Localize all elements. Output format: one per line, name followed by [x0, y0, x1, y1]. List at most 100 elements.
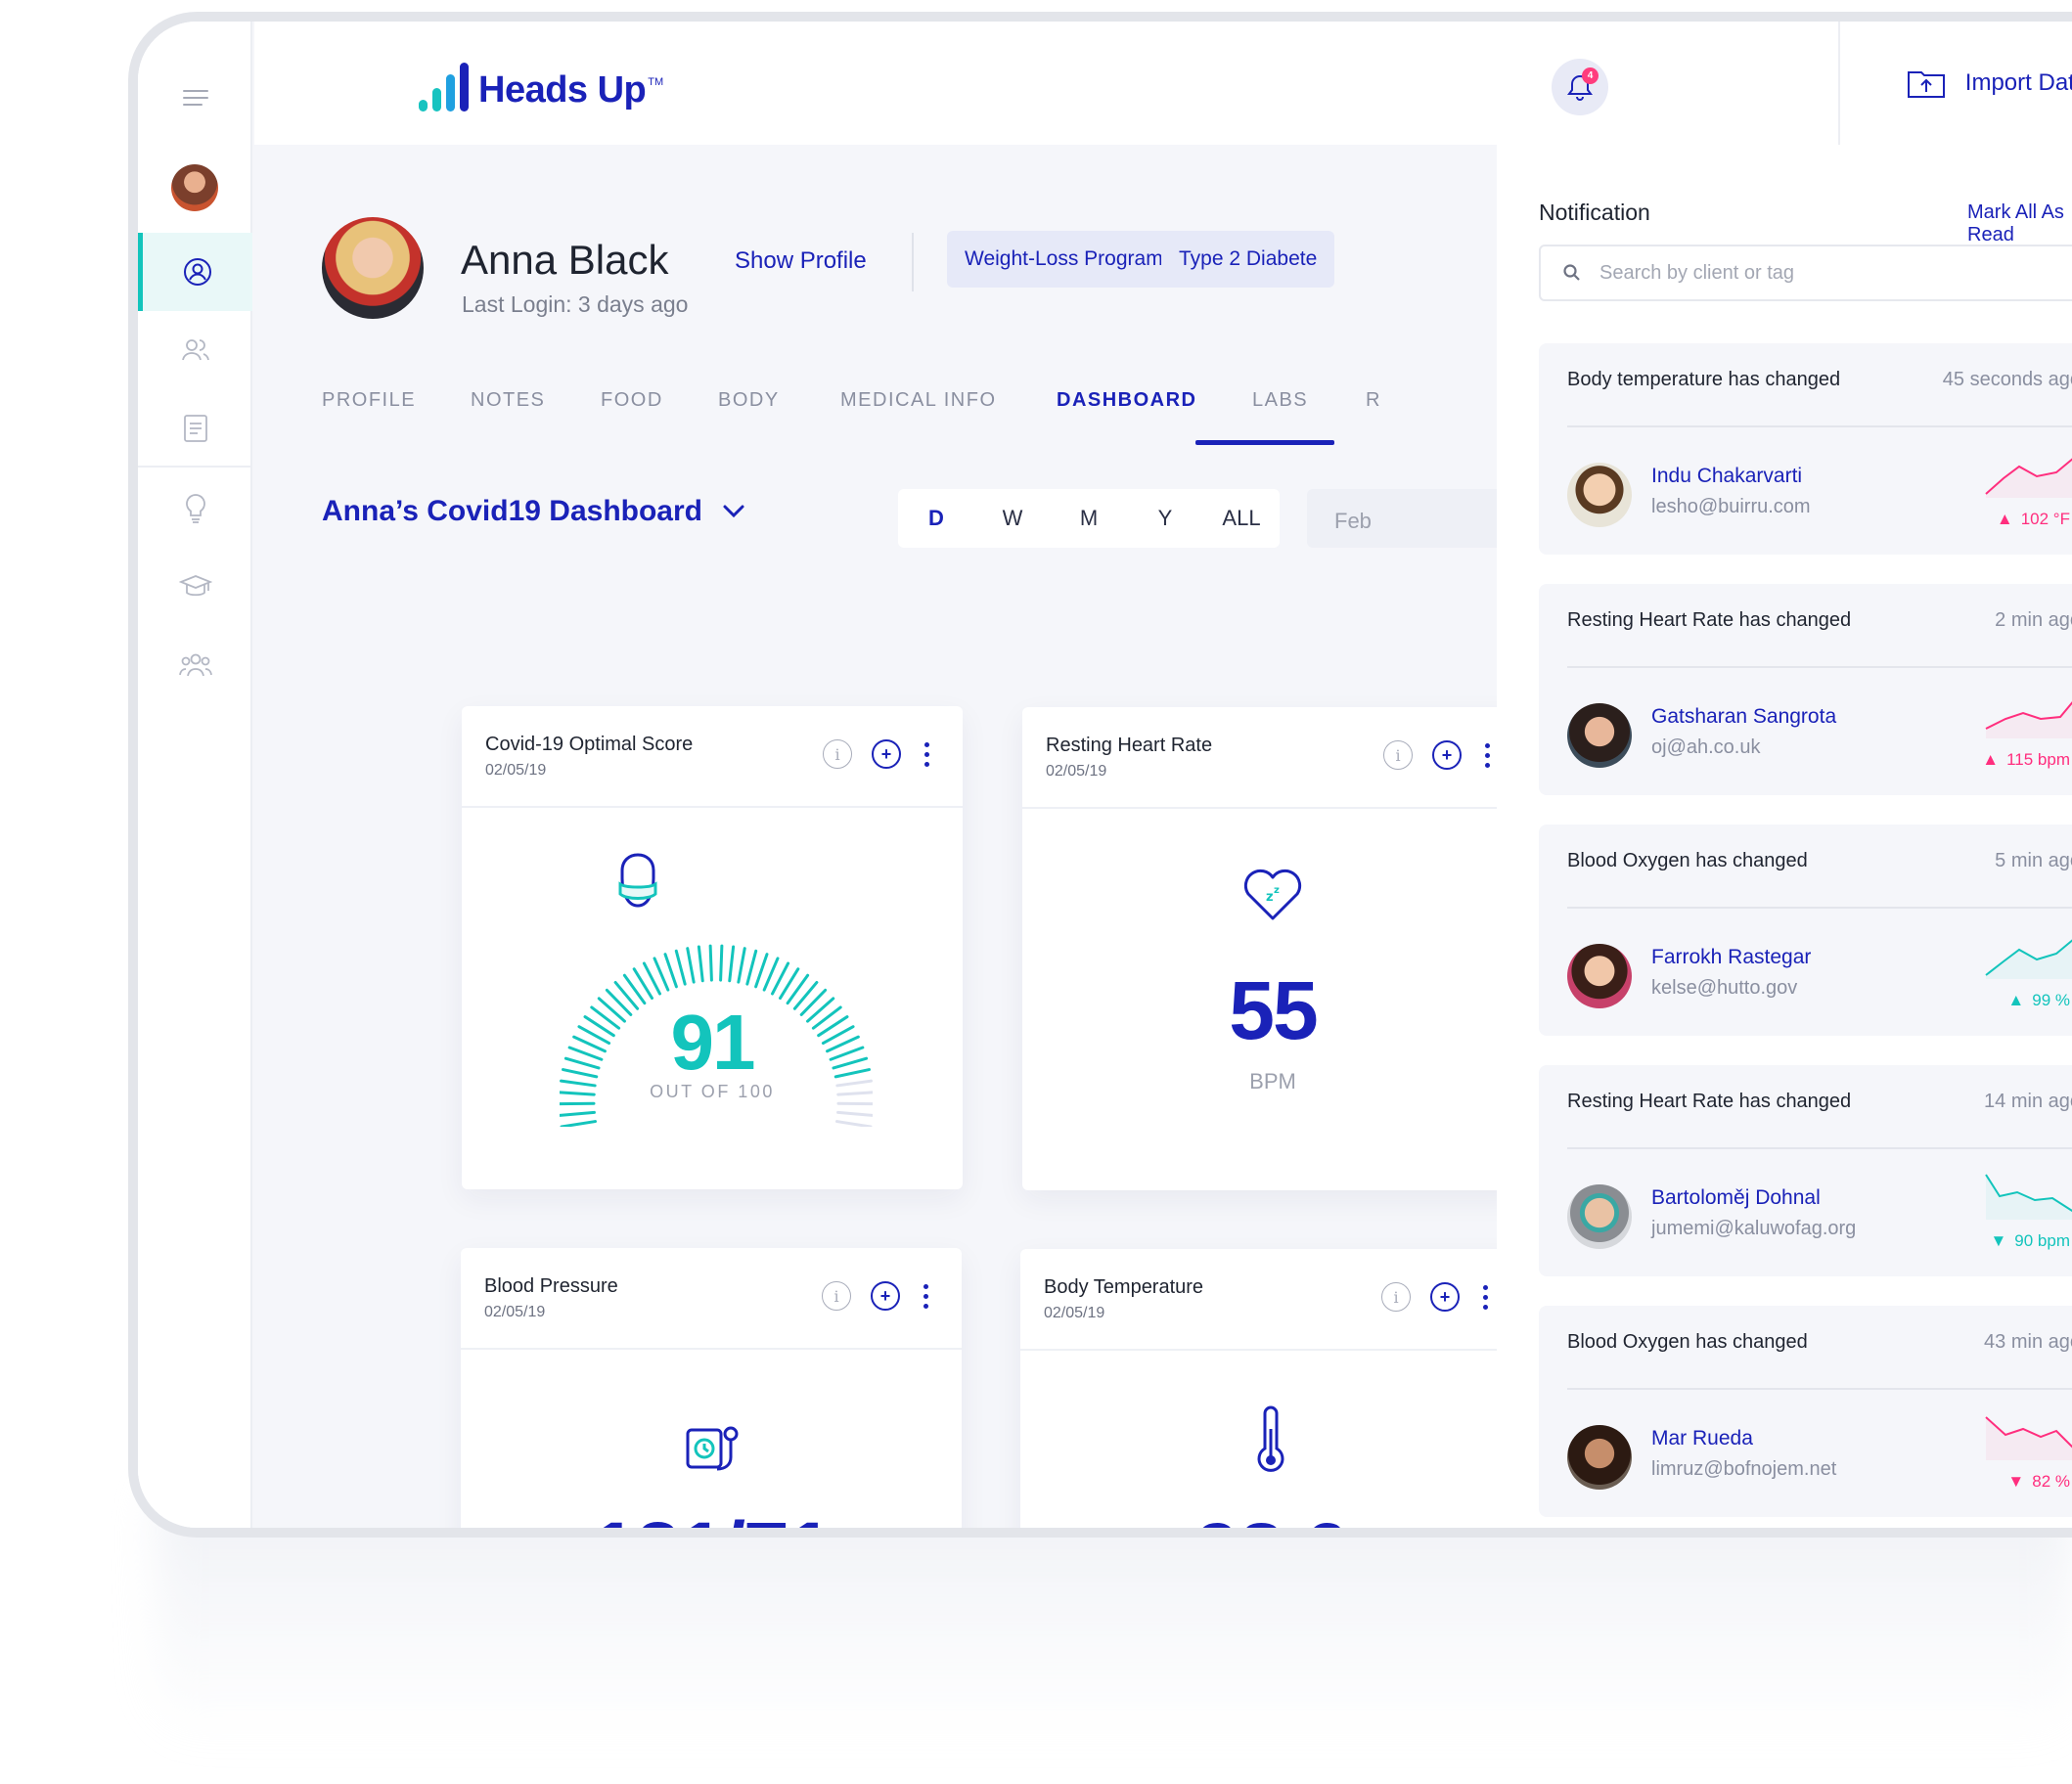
body-temperature-value: 98.6: [1020, 1505, 1521, 1528]
gauge-tick: [560, 1120, 598, 1127]
dashboard-title: Anna’s Covid19 Dashboard: [322, 495, 702, 527]
tab-medical-info[interactable]: MEDICAL INFO: [840, 389, 997, 411]
add-icon[interactable]: +: [1430, 1282, 1460, 1312]
menu-icon[interactable]: [138, 59, 252, 137]
gauge-tick: [686, 947, 696, 984]
notification-panel: Notification Mark All As Read Body tempe…: [1497, 145, 2072, 1528]
search-icon: [1563, 264, 1580, 281]
gauge-tick: [728, 945, 736, 983]
notification-item[interactable]: Resting Heart Rate has changed 14 min ag…: [1539, 1065, 2072, 1276]
gauge-tick: [817, 1015, 849, 1038]
info-icon[interactable]: i: [1383, 740, 1413, 770]
gauge-tick: [826, 1035, 860, 1053]
card-title: Body Temperature: [1044, 1276, 1204, 1298]
gauge-tick: [597, 997, 626, 1023]
gauge-tick: [567, 1046, 604, 1061]
range-day[interactable]: D: [928, 506, 944, 530]
range-week[interactable]: W: [1002, 506, 1023, 530]
show-profile-link[interactable]: Show Profile: [735, 247, 867, 274]
add-icon[interactable]: +: [1432, 740, 1462, 770]
gauge-tick: [836, 1091, 873, 1096]
add-icon[interactable]: +: [871, 1281, 900, 1311]
tab-more[interactable]: R: [1366, 389, 1381, 411]
rail-lightbulb-icon[interactable]: [138, 469, 252, 548]
svg-text:z: z: [1274, 885, 1280, 896]
time-range-selector: D W M Y ALL: [898, 489, 1280, 548]
date-picker[interactable]: Feb: [1307, 489, 1503, 548]
info-icon[interactable]: i: [822, 1281, 851, 1311]
active-tab-indicator: [1195, 440, 1334, 445]
dashboard-selector[interactable]: Anna’s Covid19 Dashboard: [322, 495, 745, 528]
range-month[interactable]: M: [1079, 506, 1099, 530]
client-name[interactable]: Farrokh Rastegar: [1651, 946, 1812, 968]
add-icon[interactable]: +: [872, 739, 901, 769]
gauge-tick: [590, 1005, 621, 1030]
card-actions: i +: [823, 739, 933, 769]
more-options-icon[interactable]: [1479, 1284, 1492, 1310]
trend-delta: ▼ 82 %: [2007, 1472, 2070, 1492]
card-title: Covid-19 Optimal Score: [485, 734, 694, 755]
range-year[interactable]: Y: [1157, 506, 1173, 530]
gauge-tick: [572, 1035, 607, 1053]
card-header: Blood Pressure 02/05/19 i +: [461, 1248, 962, 1350]
brand-logo[interactable]: Heads Up TM: [419, 57, 663, 112]
notification-event: Body temperature has changed: [1567, 369, 1841, 390]
gauge-tick: [834, 1120, 873, 1127]
info-icon[interactable]: i: [1381, 1282, 1411, 1312]
tab-food[interactable]: FOOD: [601, 389, 663, 411]
notification-time: 5 min ago: [1995, 850, 2072, 871]
rail-graduation-icon[interactable]: [138, 548, 252, 626]
client-name[interactable]: Indu Chakarvarti: [1651, 465, 1803, 487]
tab-notes[interactable]: NOTES: [471, 389, 546, 411]
gauge-tick: [778, 967, 800, 1001]
card-date: 02/05/19: [485, 762, 547, 779]
notification-search: [1539, 245, 2072, 301]
brand-tm: TM: [648, 76, 664, 88]
rail-document-icon[interactable]: [138, 389, 252, 468]
notifications-button[interactable]: 4: [1552, 59, 1608, 115]
client-name[interactable]: Mar Rueda: [1651, 1427, 1753, 1450]
gauge-tick: [605, 988, 633, 1016]
card-date: 02/05/19: [1044, 1305, 1105, 1321]
rail-users-icon[interactable]: [138, 311, 252, 389]
gauge-tick: [663, 953, 678, 989]
client-name: Anna Black: [461, 237, 669, 283]
client-name[interactable]: Gatsharan Sangrota: [1651, 705, 1837, 728]
gauge-tick: [770, 961, 790, 996]
tab-profile[interactable]: PROFILE: [322, 389, 417, 411]
notification-event: Blood Oxygen has changed: [1567, 1331, 1808, 1353]
device-frame: Heads Up TM 4 Import Data Anna Black Sho…: [128, 12, 2072, 1538]
gauge-tick: [560, 1079, 597, 1088]
more-options-icon[interactable]: [1481, 742, 1494, 768]
client-email: limruz@bofnojem.net: [1651, 1458, 1837, 1480]
notification-divider: [1567, 1147, 2072, 1149]
more-options-icon[interactable]: [920, 1283, 932, 1309]
client-name[interactable]: Bartoloměj Dohnal: [1651, 1186, 1821, 1209]
notification-time: 45 seconds ago: [1942, 369, 2072, 390]
client-email: jumemi@kaluwofag.org: [1651, 1218, 1857, 1239]
tag-type2-diabetes[interactable]: Type 2 Diabete: [1161, 231, 1335, 288]
notification-item[interactable]: Blood Oxygen has changed 5 min ago Farro…: [1539, 825, 2072, 1036]
heart-rate-value: 55: [1229, 964, 1318, 1056]
import-data-button[interactable]: Import Data: [1838, 22, 2072, 145]
rail-client-icon[interactable]: [138, 233, 252, 311]
notification-item[interactable]: Body temperature has changed 45 seconds …: [1539, 343, 2072, 555]
tag-weight-loss[interactable]: Weight-Loss Program: [947, 231, 1181, 288]
chevron-down-icon: [723, 505, 744, 518]
mark-all-read-button[interactable]: Mark All As Read: [1967, 201, 2064, 245]
tab-labs[interactable]: LABS: [1252, 389, 1309, 411]
tab-dashboard[interactable]: DASHBOARD: [1057, 389, 1197, 411]
blood-pressure-card: Blood Pressure 02/05/19 i + 121/71 mmHg: [461, 1248, 962, 1528]
mask-face-icon: [618, 853, 657, 908]
user-avatar[interactable]: [171, 164, 218, 211]
range-all[interactable]: ALL: [1222, 506, 1261, 530]
info-icon[interactable]: i: [823, 739, 852, 769]
notification-item[interactable]: Resting Heart Rate has changed 2 min ago…: [1539, 584, 2072, 795]
heart-rate-unit: BPM: [1249, 1069, 1296, 1093]
rail-group-icon[interactable]: [138, 626, 252, 704]
app-screen: Heads Up TM 4 Import Data Anna Black Sho…: [138, 22, 2072, 1528]
more-options-icon[interactable]: [921, 741, 933, 767]
notification-item[interactable]: Blood Oxygen has changed 43 min ago Mar …: [1539, 1306, 2072, 1517]
search-input[interactable]: [1599, 261, 2069, 285]
tab-body[interactable]: BODY: [718, 389, 780, 411]
